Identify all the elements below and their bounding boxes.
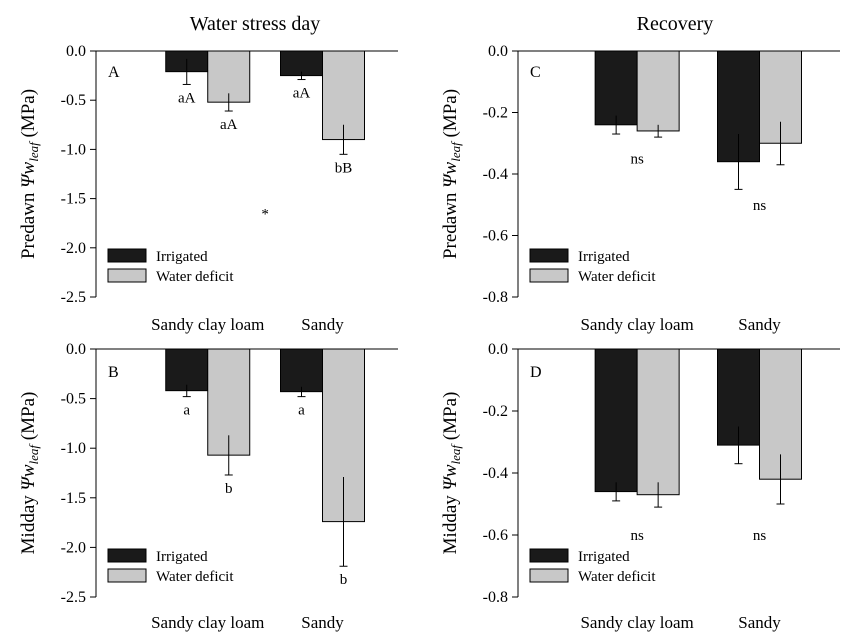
panel-c: 0.0 -0.2 -0.4 -0.6 -0.8 Predawn Ψwleaf (MPa) C… (440, 43, 840, 334)
panel-b: 0.0 -0.5 -1.0 -1.5 -2.0 -2.5 Midday Ψwleaf (MP… (18, 341, 398, 632)
legend-label: Irrigated (156, 249, 208, 265)
annotation: ns (630, 152, 644, 168)
legend-label: Irrigated (156, 549, 208, 565)
legend-swatch-water-deficit (107, 268, 147, 283)
panel-letter: B (108, 364, 119, 381)
y-tick-label: -2.0 (61, 539, 86, 556)
significance-label: aA (220, 117, 238, 133)
y-axis-label: Predawn Ψwleaf (MPa) (440, 89, 463, 259)
category-label: Sandy (301, 315, 344, 334)
y-tick-label: -1.0 (61, 141, 86, 158)
significance-label: bB (335, 160, 353, 176)
panel-a: 0.0 -0.5 -1.0 -1.5 -2.0 -2.5 Predawn Ψwleaf (M… (18, 43, 398, 334)
significance-label: b (225, 481, 233, 497)
y-tick-label: -0.2 (483, 403, 508, 420)
legend-label: Water deficit (156, 269, 234, 285)
legend-label: Water deficit (578, 569, 656, 585)
significance-label: b (340, 572, 348, 588)
y-axis-label: Midday Ψwleaf (MPa) (18, 392, 41, 555)
panel-letter: A (108, 64, 120, 81)
y-tick-label: 0.0 (488, 43, 508, 60)
y-tick-label: -0.2 (483, 105, 508, 122)
annotation: ns (630, 528, 644, 544)
y-tick-label: -2.0 (61, 240, 86, 257)
bar-irrigated (280, 348, 323, 393)
y-tick-label: -1.5 (61, 191, 86, 208)
category-label: Sandy (738, 315, 781, 334)
y-tick-label: -0.6 (483, 228, 508, 245)
panel-letter: C (530, 64, 541, 81)
y-tick-label: -2.5 (61, 289, 86, 306)
y-axis-label: Predawn Ψwleaf (MPa) (18, 89, 41, 259)
panel-d: 0.0 -0.2 -0.4 -0.6 -0.8 Midday Ψwleaf (MPa) D S… (440, 341, 840, 632)
y-tick-label: -0.4 (483, 465, 508, 482)
legend-label: Water deficit (156, 569, 234, 585)
legend-label: Irrigated (578, 549, 630, 565)
significance-label: a (183, 403, 190, 419)
legend-swatch-irrigated (107, 548, 147, 563)
significance-label: aA (293, 86, 311, 102)
y-tick-label: -0.5 (61, 391, 86, 408)
significance-label: a (298, 403, 305, 419)
bar-water-deficit (636, 50, 680, 132)
bar-irrigated (594, 348, 638, 493)
column-title-recovery: Recovery (637, 13, 714, 35)
legend-swatch-irrigated (529, 548, 569, 563)
category-label: Sandy (738, 613, 781, 632)
column-title-water-stress: Water stress day (190, 13, 321, 35)
category-label: Sandy clay loam (151, 315, 264, 334)
category-label: Sandy clay loam (580, 315, 693, 334)
y-tick-label: 0.0 (488, 341, 508, 358)
legend-swatch-water-deficit (529, 568, 569, 583)
category-label: Sandy (301, 613, 344, 632)
y-tick-label: -0.5 (61, 92, 86, 109)
annotation: * (261, 206, 269, 222)
panel-letter: D (530, 364, 542, 381)
y-tick-label: -2.5 (61, 589, 86, 606)
y-tick-label: -0.8 (483, 289, 508, 306)
y-tick-label: -1.0 (61, 440, 86, 457)
legend-swatch-irrigated (107, 248, 147, 263)
significance-label: aA (178, 90, 196, 106)
bar-irrigated (165, 348, 209, 392)
legend-swatch-water-deficit (529, 268, 569, 283)
legend-label: Irrigated (578, 249, 630, 265)
legend-swatch-irrigated (529, 248, 569, 263)
y-tick-label: -1.5 (61, 490, 86, 507)
annotation: ns (753, 528, 767, 544)
legend-label: Water deficit (578, 269, 656, 285)
category-label: Sandy clay loam (151, 613, 264, 632)
y-tick-label: 0.0 (66, 43, 86, 60)
bar-water-deficit (322, 50, 365, 141)
bar-irrigated (594, 50, 638, 126)
bar-water-deficit (636, 348, 680, 496)
category-label: Sandy clay loam (580, 613, 693, 632)
y-tick-label: -0.6 (483, 527, 508, 544)
y-tick-label: -0.4 (483, 166, 508, 183)
annotation: ns (753, 198, 767, 214)
y-tick-label: -0.8 (483, 589, 508, 606)
y-tick-label: 0.0 (66, 341, 86, 358)
legend-swatch-water-deficit (107, 568, 147, 583)
y-axis-label: Midday Ψwleaf (MPa) (440, 392, 463, 555)
